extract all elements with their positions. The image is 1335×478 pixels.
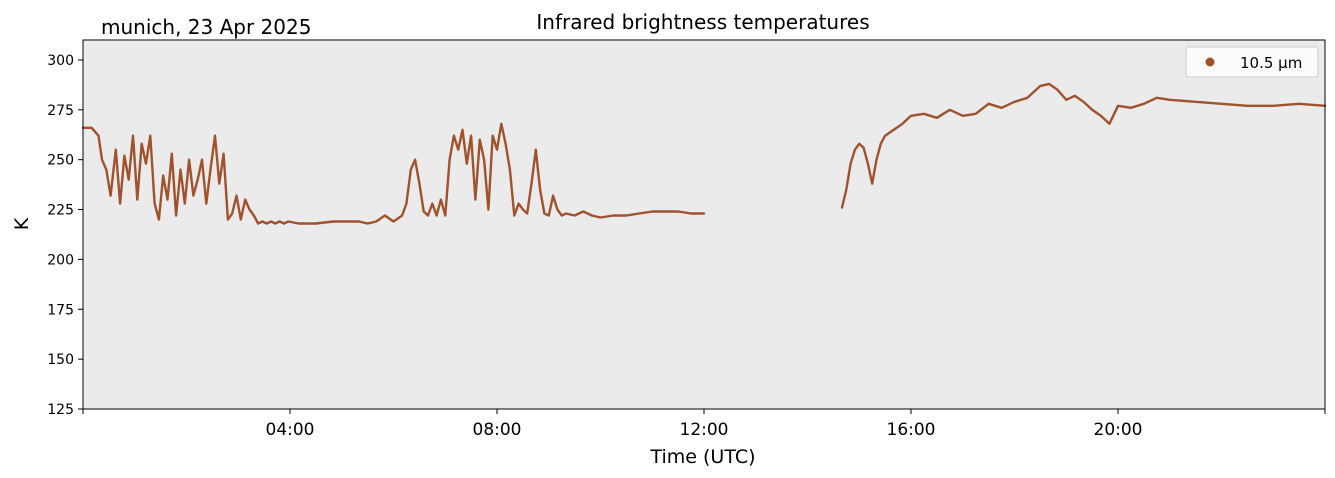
chart-title: Infrared brightness temperatures	[536, 10, 869, 34]
x-tick-label: 04:00	[266, 420, 315, 440]
y-axis: 125 150 175 200 225 250 275 300	[47, 53, 83, 418]
x-axis: 04:00 08:00 12:00 16:00 20:00	[82, 409, 1326, 440]
y-tick-label: 125	[47, 402, 74, 418]
y-tick-label: 225	[47, 203, 74, 219]
series-layer	[81, 82, 1327, 225]
y-tick-label: 275	[47, 103, 74, 119]
series-line	[81, 122, 706, 225]
legend-marker	[1205, 57, 1215, 67]
y-tick-label: 175	[47, 302, 74, 318]
y-tick-label: 150	[47, 352, 74, 368]
y-tick-label: 200	[47, 252, 74, 268]
x-tick-label: 16:00	[887, 420, 936, 440]
chart-subtitle: munich, 23 Apr 2025	[101, 15, 311, 39]
y-tick-label: 300	[47, 53, 74, 69]
series-line	[840, 82, 1327, 209]
x-tick-label: 20:00	[1094, 420, 1143, 440]
legend-label: 10.5 µm	[1240, 54, 1302, 72]
legend-box	[1185, 46, 1319, 78]
y-axis-label: K	[11, 217, 33, 230]
plot-background	[83, 40, 1325, 409]
x-tick-label: 12:00	[680, 420, 729, 440]
legend: 10.5 µm	[1185, 46, 1319, 78]
x-tick-label: 08:00	[473, 420, 522, 440]
x-axis-label: Time (UTC)	[649, 446, 755, 468]
y-tick-label: 250	[47, 153, 74, 169]
